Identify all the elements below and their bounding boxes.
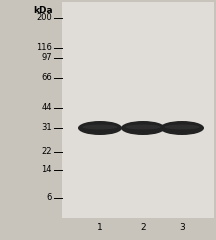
Ellipse shape bbox=[121, 121, 165, 135]
Ellipse shape bbox=[160, 121, 204, 135]
Text: 3: 3 bbox=[179, 223, 185, 233]
Text: 2: 2 bbox=[140, 223, 146, 233]
Ellipse shape bbox=[82, 125, 118, 129]
Text: 31: 31 bbox=[41, 124, 52, 132]
Text: 14: 14 bbox=[41, 166, 52, 174]
Text: 97: 97 bbox=[41, 54, 52, 62]
Text: 44: 44 bbox=[41, 103, 52, 113]
Ellipse shape bbox=[78, 121, 122, 135]
Ellipse shape bbox=[125, 125, 161, 129]
Ellipse shape bbox=[164, 125, 200, 129]
Text: 22: 22 bbox=[41, 148, 52, 156]
Text: 116: 116 bbox=[36, 43, 52, 53]
Text: 1: 1 bbox=[97, 223, 103, 233]
Text: 200: 200 bbox=[36, 13, 52, 23]
Bar bbox=[62, 2, 214, 218]
Text: 66: 66 bbox=[41, 73, 52, 83]
Text: kDa: kDa bbox=[33, 6, 53, 15]
Text: 6: 6 bbox=[47, 193, 52, 203]
